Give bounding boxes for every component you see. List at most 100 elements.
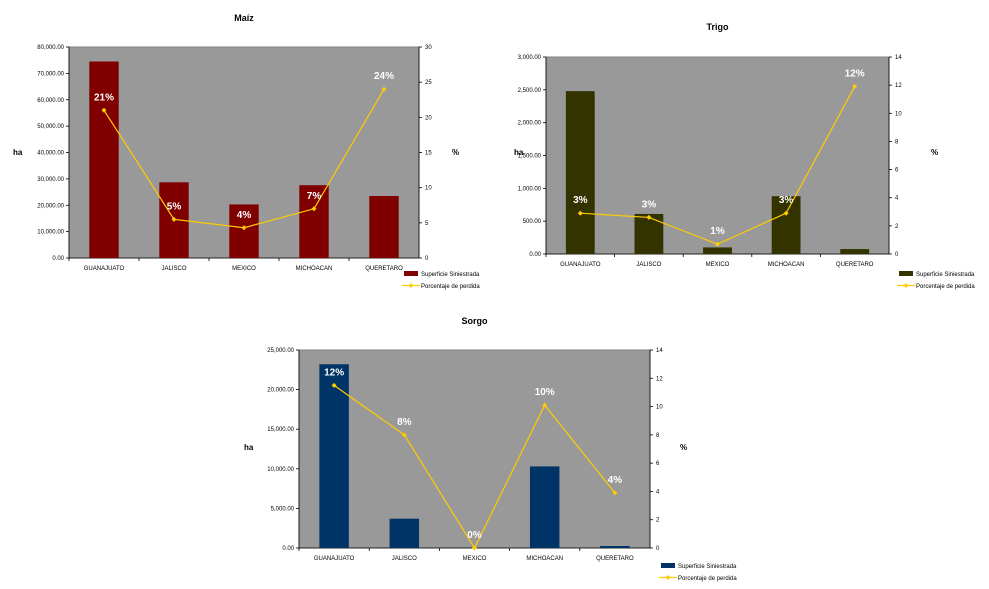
y2-tick-label: 15 (425, 151, 432, 157)
y2-tick-label: 25 (425, 80, 432, 86)
line-point (472, 545, 477, 551)
data-label: 3% (779, 195, 794, 206)
legend-label: Porcentaje de perdida (421, 284, 480, 290)
x-tick-label: MEXICO (706, 262, 730, 268)
bar (369, 196, 399, 258)
plot-area (545, 56, 890, 255)
chart-sorgo-svg: Sorgo 0.00 5,000.00 10,000.00 15,000.00 20,00… (244, 316, 737, 582)
data-label: 3% (642, 199, 657, 210)
bar (529, 466, 560, 548)
x-tick-label: JALISCO (392, 556, 417, 562)
y-tick-label: 50,000.00 (37, 124, 64, 130)
x-tick-label: QUERETARO (596, 556, 634, 562)
chart-title: Trigo (707, 22, 730, 32)
line-point (311, 206, 317, 212)
y-tick-label: 0.00 (529, 252, 541, 258)
y-tick-label: 30,000.00 (37, 177, 64, 183)
y-tick-label: 20,000.00 (37, 203, 64, 209)
y2-axis-label: % (452, 148, 459, 157)
chart-title: Maíz (234, 13, 254, 23)
line-point (783, 210, 789, 216)
x-tick-label: MICHOACAN (526, 556, 563, 562)
y-tick-label: 10,000.00 (267, 467, 294, 473)
bar (600, 546, 630, 548)
y-tick-label: 40,000.00 (37, 151, 64, 157)
x-tick-label: QUERETARO (365, 266, 403, 272)
legend-label: Superficie Siniestrada (421, 272, 480, 278)
legend-label: Porcentaje de perdida (916, 284, 975, 290)
line-point (542, 402, 548, 408)
y2-tick-label: 10 (895, 111, 902, 117)
data-label: 3% (573, 195, 588, 206)
y2-tick-label: 30 (425, 45, 432, 51)
bar (771, 196, 801, 254)
y2-tick-label: 5 (425, 221, 429, 227)
chart-maiz: Maíz 0.00 10,000.00 20,000.00 30,000.00 40,00… (0, 0, 500, 300)
legend-swatch-bar (661, 563, 675, 568)
y2-tick-label: 12 (895, 83, 902, 89)
data-label: 21% (94, 92, 114, 103)
line-point (171, 216, 177, 222)
legend-label: Superficie Siniestrada (916, 272, 975, 278)
bar (840, 249, 870, 254)
y-axis-label: ha (514, 148, 524, 157)
x-tick-label: MICHOACAN (296, 266, 333, 272)
y2-tick-label: 2 (656, 518, 660, 524)
legend-swatch-marker (903, 283, 909, 288)
y-tick-label: 1,000.00 (518, 186, 542, 192)
y2-axis-label: % (931, 148, 938, 157)
y2-tick-label: 0 (425, 256, 429, 262)
line-point (577, 210, 583, 216)
x-tick-label: MICHOACAN (768, 262, 805, 268)
data-label: 7% (307, 191, 322, 202)
y-axis-label: ha (13, 148, 23, 157)
y-axis-label: ha (244, 443, 254, 452)
bar (89, 61, 119, 258)
legend-swatch-marker (665, 575, 671, 580)
data-label: 10% (535, 387, 555, 398)
x-tick-label: GUANAJUATO (314, 556, 355, 562)
line-point (852, 84, 858, 90)
bar (634, 213, 664, 254)
y2-tick-label: 0 (895, 252, 899, 258)
y-tick-label: 10,000.00 (37, 230, 64, 236)
y-tick-label: 2,500.00 (518, 88, 542, 94)
line-point (101, 107, 107, 113)
y-tick-label: 60,000.00 (37, 98, 64, 104)
line-point (646, 214, 652, 220)
legend-label: Porcentaje de perdida (678, 576, 737, 582)
chart-trigo-svg: Trigo 0.00 500.00 1,000.00 1,500.00 2,000.00 2… (514, 22, 975, 290)
data-label: 24% (374, 71, 394, 82)
line-point (401, 432, 407, 438)
y-tick-label: 3,000.00 (518, 55, 542, 61)
x-tick-label: MEXICO (463, 556, 487, 562)
y2-axis-label: % (680, 443, 687, 452)
legend-swatch-bar (404, 271, 418, 276)
y2-tick-label: 2 (895, 224, 899, 230)
y2-tick-label: 14 (656, 348, 663, 354)
bar (565, 91, 595, 254)
y2-tick-label: 20 (425, 115, 432, 121)
data-label: 4% (237, 210, 252, 221)
y-tick-label: 2,000.00 (518, 121, 542, 127)
line-point (715, 241, 720, 247)
y2-tick-label: 8 (656, 433, 660, 439)
y-tick-label: 80,000.00 (37, 45, 64, 51)
x-tick-label: JALISCO (636, 262, 661, 268)
y-tick-label: 0.00 (282, 546, 294, 552)
y2-tick-label: 6 (656, 461, 660, 467)
data-label: 5% (167, 201, 182, 212)
y2-tick-label: 8 (895, 139, 899, 145)
y2-tick-label: 12 (656, 376, 663, 382)
y2-tick-label: 4 (656, 489, 660, 495)
x-tick-label: JALISCO (161, 266, 186, 272)
data-label: 12% (845, 69, 865, 80)
x-tick-label: GUANAJUATO (84, 266, 125, 272)
y2-tick-label: 10 (425, 186, 432, 192)
y2-tick-label: 4 (895, 196, 899, 202)
bar (319, 364, 349, 548)
y-tick-label: 70,000.00 (37, 71, 64, 77)
data-label: 0% (467, 530, 482, 541)
x-tick-label: GUANAJUATO (560, 262, 601, 268)
bar (299, 185, 329, 258)
